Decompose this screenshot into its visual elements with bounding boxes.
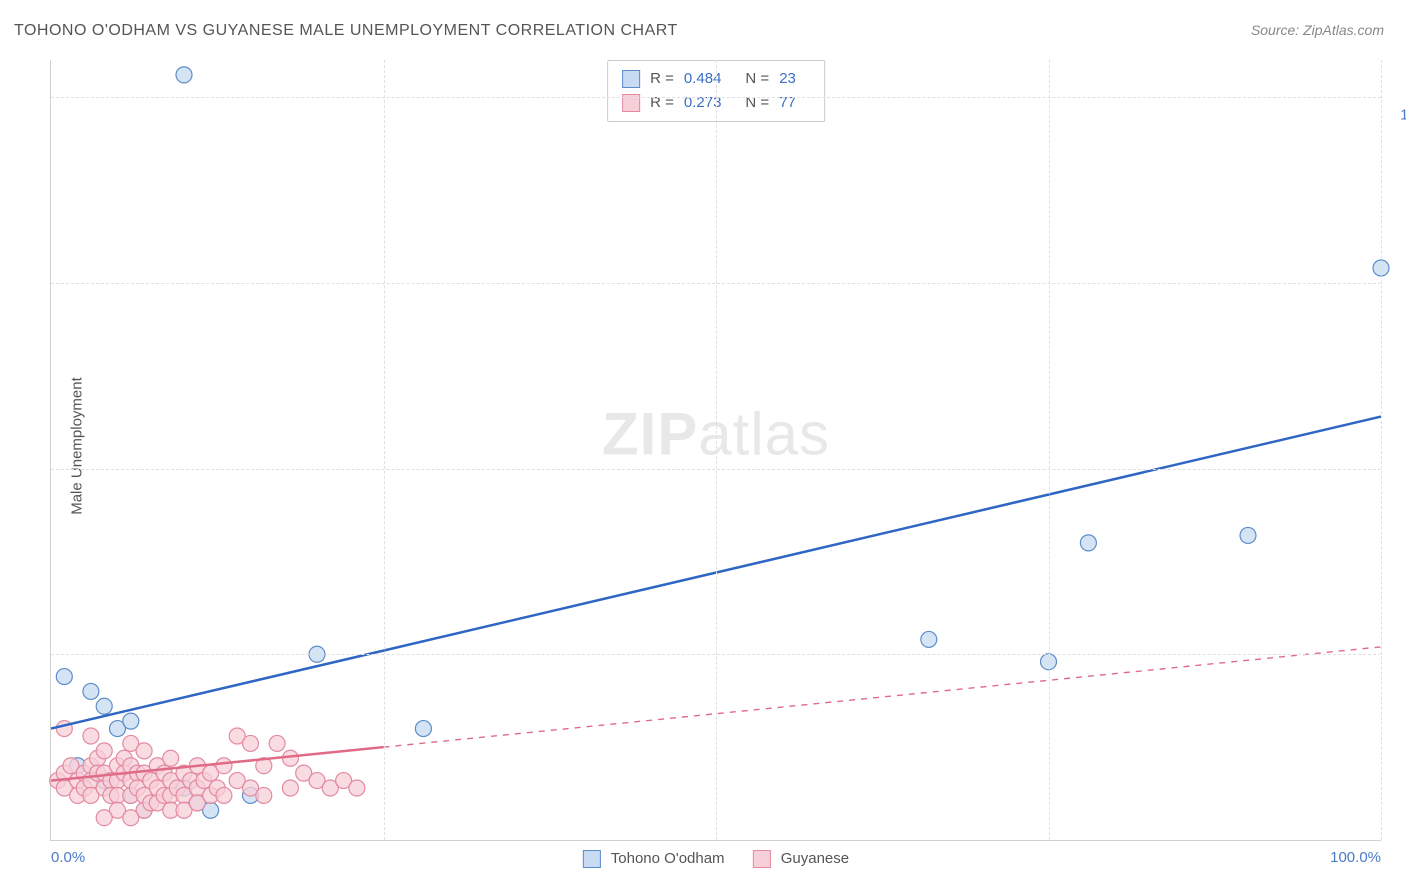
x-tick-label: 0.0% [51, 849, 85, 866]
data-point [56, 669, 72, 685]
legend-item: Tohono O'odham [583, 850, 725, 868]
source-credit: Source: ZipAtlas.com [1251, 22, 1384, 38]
gridline [1381, 60, 1382, 840]
chart-title: TOHONO O'ODHAM VS GUYANESE MALE UNEMPLOY… [14, 22, 678, 40]
legend-label: Guyanese [781, 850, 849, 867]
legend-label: Tohono O'odham [611, 850, 725, 867]
data-point [243, 735, 259, 751]
data-point [415, 721, 431, 737]
data-point [96, 698, 112, 714]
gridline [384, 60, 385, 840]
plot-area: ZIPatlas R = 0.484 N = 23 R = 0.273 N = … [50, 60, 1381, 841]
data-point [123, 810, 139, 826]
trend-line-extrapolated [384, 647, 1382, 747]
y-tick-label: 75.0% [1391, 292, 1406, 309]
gridline [716, 60, 717, 840]
data-point [921, 631, 937, 647]
legend-series: Tohono O'odham Guyanese [583, 850, 849, 868]
data-point [96, 743, 112, 759]
y-tick-label: 25.0% [1391, 664, 1406, 681]
data-point [269, 735, 285, 751]
stat-label: N = [745, 67, 769, 91]
stat-label: R = [650, 91, 674, 115]
data-point [163, 750, 179, 766]
data-point [176, 67, 192, 83]
data-point [1240, 527, 1256, 543]
swatch-icon [753, 850, 771, 868]
data-point [1080, 535, 1096, 551]
y-tick-label: 50.0% [1391, 478, 1406, 495]
data-point [136, 743, 152, 759]
gridline [1049, 60, 1050, 840]
data-point [83, 728, 99, 744]
data-point [282, 780, 298, 796]
y-tick-label: 100.0% [1391, 107, 1406, 124]
data-point [256, 787, 272, 803]
swatch-icon [583, 850, 601, 868]
stat-value: 23 [779, 67, 796, 91]
data-point [96, 810, 112, 826]
stat-label: R = [650, 67, 674, 91]
data-point [123, 713, 139, 729]
x-tick-label: 100.0% [1330, 849, 1381, 866]
legend-item: Guyanese [753, 850, 850, 868]
data-point [349, 780, 365, 796]
stat-label: N = [745, 91, 769, 115]
stat-value: 77 [779, 91, 796, 115]
data-point [216, 758, 232, 774]
swatch-icon [622, 70, 640, 88]
data-point [216, 787, 232, 803]
data-point [83, 683, 99, 699]
